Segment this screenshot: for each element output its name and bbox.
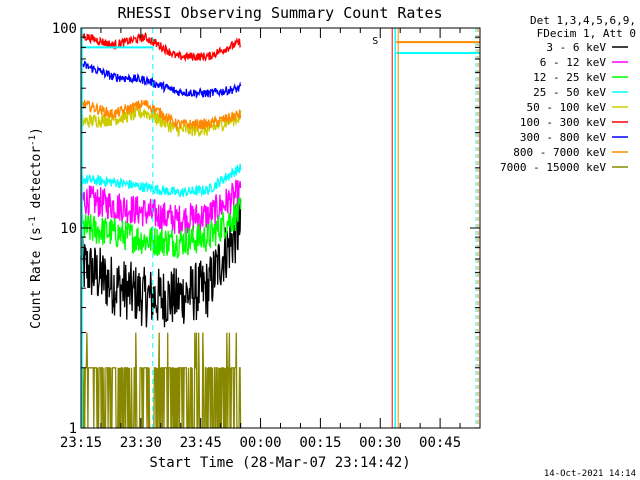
series-line (80, 199, 242, 328)
legend-label: 800 - 7000 keV (513, 146, 606, 159)
legend-label: 6 - 12 keV (540, 56, 607, 69)
y-tick-label: 1 (69, 421, 77, 437)
y-axis-label-sup1: -1 (28, 216, 38, 227)
series-line (80, 197, 242, 259)
legend-label: 12 - 25 keV (533, 71, 606, 84)
legend-label: 100 - 300 keV (520, 116, 606, 129)
series-3-6kev (80, 199, 242, 328)
y-tick-label: 10 (60, 221, 77, 237)
x-tick-label: 23:30 (120, 435, 162, 451)
x-tick-label: 00:00 (239, 435, 281, 451)
series-6-12kev (80, 179, 242, 235)
series-100-300kev (80, 31, 242, 63)
y-axis-label: Count Rate (s-1 detector-1) (28, 127, 44, 329)
x-tick-label: 23:45 (180, 435, 222, 451)
legend-header-line: FDecim 1, Att 0 (537, 27, 636, 40)
series-line (80, 163, 242, 198)
legend-label: 50 - 100 keV (527, 101, 607, 114)
y-axis-label-main: Count Rate (s (29, 227, 44, 329)
legend-label: 7000 - 15000 keV (500, 161, 606, 174)
y-axis-label-mid: detector (29, 146, 44, 217)
chart-title: RHESSI Observing Summary Count Rates (117, 4, 442, 22)
y-axis-label-end: ) (29, 127, 44, 135)
series-line (80, 99, 242, 131)
legend-header-line: Det 1,3,4,5,6,9, (530, 14, 636, 27)
legend-label: 3 - 6 keV (546, 41, 606, 54)
legend: Det 1,3,4,5,6,9,FDecim 1, Att 03 - 6 keV… (500, 14, 636, 174)
y-tick-label: 100 (52, 21, 77, 37)
x-tick-label: 00:30 (359, 435, 401, 451)
series-25-50kev (80, 163, 242, 198)
x-tick-label: 00:45 (419, 435, 461, 451)
footer-date: 14-Oct-2021 14:14 (544, 469, 636, 479)
series-line (80, 179, 242, 235)
x-axis-label: Start Time (28-Mar-07 23:14:42) (149, 455, 410, 471)
x-tick-label: 00:15 (299, 435, 341, 451)
legend-label: 25 - 50 keV (533, 86, 606, 99)
series-12-25kev (80, 197, 242, 259)
legend-label: 300 - 800 keV (520, 131, 606, 144)
series-300-800kev (80, 60, 242, 99)
s-marker-label: S (372, 36, 378, 47)
series-line (80, 60, 242, 99)
x-tick-label: 23:15 (60, 435, 102, 451)
y-axis-label-sup2: -1 (28, 135, 38, 146)
series-800-7000kev (80, 99, 242, 131)
series-line (80, 31, 242, 63)
axes: 1 10 100 23:15 23:30 23:45 00:00 00:15 00:30 00:4… (52, 21, 481, 451)
